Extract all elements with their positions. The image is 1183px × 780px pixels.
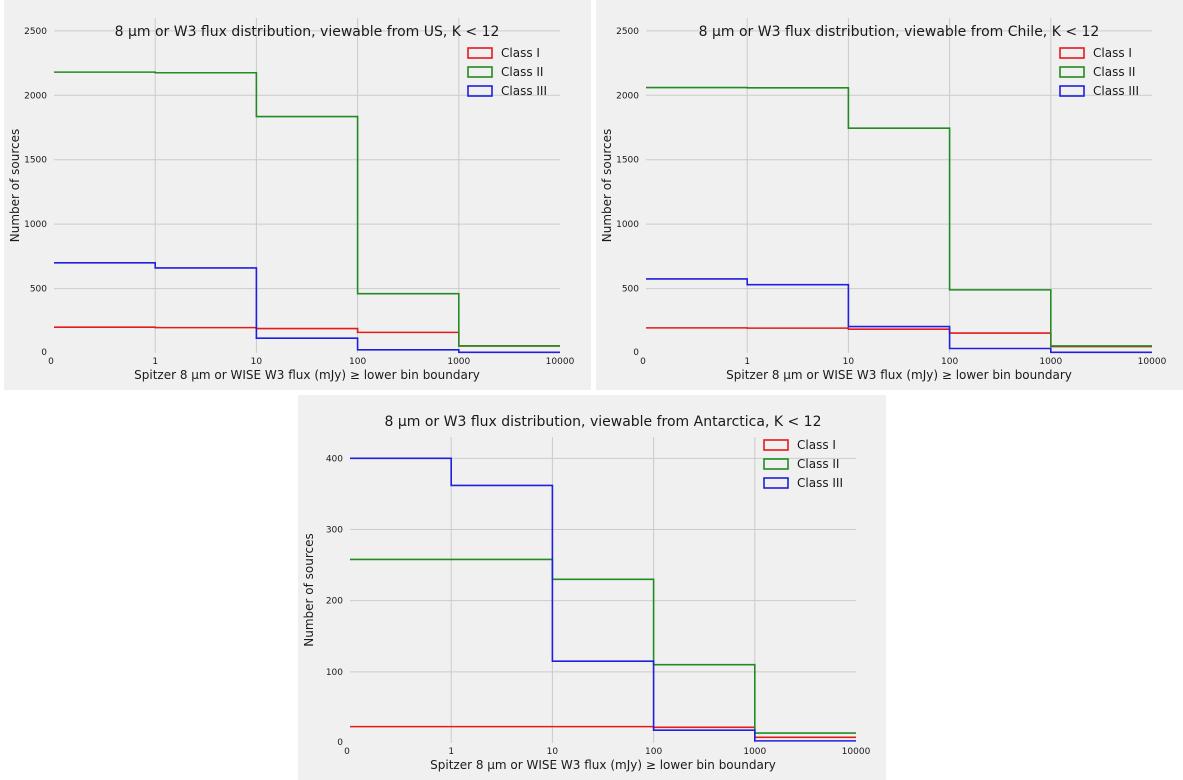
- y-tick-label: 200: [326, 597, 343, 607]
- legend-label: Class I: [797, 438, 836, 452]
- x-tick-labels: 0 1 10 100 1000 10000: [344, 747, 870, 757]
- x-tick-label: 1: [744, 357, 750, 367]
- x-tick-labels: 0 1 10 100 1000 10000: [48, 357, 574, 367]
- legend-swatch: [467, 85, 493, 97]
- x-tick-label: 0: [640, 357, 646, 367]
- x-tick-label: 1000: [447, 357, 470, 367]
- x-tick-label: 0: [48, 357, 54, 367]
- chart-panel-us: 0 500 1000 1500 2000 2500 0 1 10 100 1000 10000 8 μm…: [4, 0, 591, 390]
- y-tick-label: 1500: [616, 156, 639, 166]
- legend-swatch: [1059, 85, 1085, 97]
- figure-background: [298, 395, 886, 780]
- legend-label: Class III: [1093, 84, 1139, 98]
- chart-title: 8 μm or W3 flux distribution, viewable f…: [115, 24, 500, 40]
- series-group: [54, 71, 560, 354]
- legend: Class I Class II Class III: [467, 46, 547, 98]
- legend-swatch: [467, 47, 493, 59]
- y-tick-label: 0: [41, 348, 47, 358]
- x-axis-label: Spitzer 8 μm or WISE W3 flux (mJy) ≥ low…: [134, 368, 480, 382]
- legend: Class I Class II Class III: [1059, 46, 1139, 98]
- series-line-class-iii: [350, 457, 856, 742]
- legend-swatch: [1059, 47, 1085, 59]
- y-tick-label: 100: [326, 668, 343, 678]
- legend: Class I Class II Class III: [763, 438, 843, 490]
- series-line-class-iii: [646, 278, 1152, 354]
- chart-antarctica: 0 100 200 300 400 0 1 10 100 1000 10000 8 μm or W3 …: [298, 395, 886, 780]
- y-axis-label: Number of sources: [600, 129, 614, 243]
- y-tick-label: 0: [337, 738, 343, 748]
- y-tick-label: 500: [30, 285, 47, 295]
- legend-label: Class II: [797, 457, 839, 471]
- y-tick-label: 0: [633, 348, 639, 358]
- y-tick-label: 1000: [24, 220, 47, 230]
- legend-label: Class II: [1093, 65, 1135, 79]
- legend-label: Class I: [501, 46, 540, 60]
- y-axis-label: Number of sources: [8, 129, 22, 243]
- legend-label: Class I: [1093, 46, 1132, 60]
- series-line-class-ii: [350, 558, 856, 734]
- legend-swatch: [1059, 66, 1085, 78]
- x-tick-label: 10: [547, 747, 559, 757]
- series-group: [646, 86, 1152, 354]
- legend-label: Class III: [501, 84, 547, 98]
- x-tick-label: 10000: [546, 357, 575, 367]
- y-axis-label: Number of sources: [302, 533, 316, 647]
- series-line-class-ii: [646, 86, 1152, 347]
- series-line-class-iii: [54, 262, 560, 354]
- x-tick-label: 10000: [842, 747, 871, 757]
- chart-title: 8 μm or W3 flux distribution, viewable f…: [699, 24, 1100, 40]
- x-tick-label: 100: [349, 357, 366, 367]
- y-tick-label: 1000: [616, 220, 639, 230]
- legend-label: Class III: [797, 476, 843, 490]
- chart-panel-chile: 0 500 1000 1500 2000 2500 0 1 10 100 1000 10000 8 μm…: [596, 0, 1183, 390]
- y-tick-label: 2500: [24, 27, 47, 37]
- legend-swatch: [763, 458, 789, 470]
- legend-swatch: [467, 66, 493, 78]
- series-group: [350, 457, 856, 742]
- chart-chile: 0 500 1000 1500 2000 2500 0 1 10 100 1000 10000 8 μm…: [596, 0, 1183, 390]
- x-tick-label: 1000: [743, 747, 766, 757]
- y-tick-label: 2000: [24, 91, 47, 101]
- y-tick-label: 2500: [616, 27, 639, 37]
- y-tick-label: 500: [622, 285, 639, 295]
- x-axis-label: Spitzer 8 μm or WISE W3 flux (mJy) ≥ low…: [726, 368, 1072, 382]
- x-tick-label: 10: [843, 357, 855, 367]
- y-tick-labels: 0 500 1000 1500 2000 2500: [616, 27, 639, 358]
- x-tick-label: 1: [448, 747, 454, 757]
- y-tick-labels: 0 500 1000 1500 2000 2500: [24, 27, 47, 358]
- x-tick-label: 100: [645, 747, 662, 757]
- x-tick-label: 1000: [1039, 357, 1062, 367]
- y-tick-label: 1500: [24, 156, 47, 166]
- legend-label: Class II: [501, 65, 543, 79]
- series-line-class-ii: [54, 71, 560, 347]
- y-tick-label: 300: [326, 526, 343, 536]
- x-tick-label: 0: [344, 747, 350, 757]
- legend-swatch: [763, 439, 789, 451]
- x-tick-label: 1: [152, 357, 158, 367]
- x-axis-label: Spitzer 8 μm or WISE W3 flux (mJy) ≥ low…: [430, 758, 776, 772]
- x-tick-label: 100: [941, 357, 958, 367]
- figure-background: [4, 0, 591, 390]
- y-tick-label: 2000: [616, 91, 639, 101]
- y-tick-label: 400: [326, 454, 343, 464]
- y-tick-labels: 0 100 200 300 400: [326, 454, 343, 748]
- x-tick-labels: 0 1 10 100 1000 10000: [640, 357, 1166, 367]
- x-tick-label: 10000: [1138, 357, 1167, 367]
- chart-title: 8 μm or W3 flux distribution, viewable f…: [385, 414, 822, 430]
- x-tick-label: 10: [251, 357, 263, 367]
- chart-panel-antarctica: 0 100 200 300 400 0 1 10 100 1000 10000 8 μm or W3 …: [298, 395, 886, 780]
- chart-us: 0 500 1000 1500 2000 2500 0 1 10 100 1000 10000 8 μm…: [4, 0, 591, 390]
- figure-background: [596, 0, 1183, 390]
- legend-swatch: [763, 477, 789, 489]
